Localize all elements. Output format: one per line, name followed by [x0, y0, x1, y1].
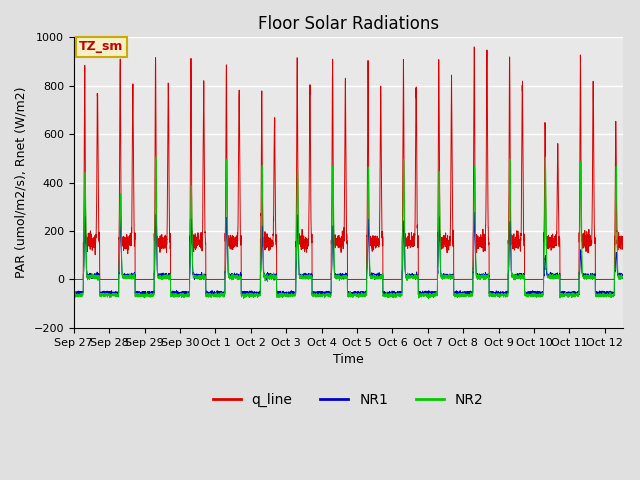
NR1 — [571, 289, 579, 295]
Line: NR1: NR1 — [74, 213, 623, 295]
q_line — [520, 234, 528, 240]
Line: q_line: q_line — [74, 47, 623, 279]
q_line — [470, 44, 478, 50]
NR2 — [571, 292, 579, 298]
NR1 — [70, 290, 77, 296]
q_line — [70, 276, 77, 282]
Text: TZ_sm: TZ_sm — [79, 40, 124, 53]
NR1 — [278, 292, 285, 298]
Title: Floor Solar Radiations: Floor Solar Radiations — [258, 15, 439, 33]
Y-axis label: PAR (umol/m2/s), Rnet (W/m2): PAR (umol/m2/s), Rnet (W/m2) — [15, 87, 28, 278]
q_line — [463, 276, 471, 282]
NR1 — [235, 273, 243, 278]
q_line — [215, 276, 223, 282]
X-axis label: Time: Time — [333, 353, 364, 366]
q_line — [235, 95, 243, 100]
NR2 — [425, 296, 433, 301]
NR2 — [619, 275, 627, 280]
NR1 — [470, 210, 478, 216]
NR1 — [111, 292, 119, 298]
NR2 — [463, 293, 471, 299]
q_line — [619, 238, 627, 243]
q_line — [571, 276, 579, 282]
NR2 — [111, 293, 119, 299]
NR1 — [215, 288, 223, 294]
NR1 — [521, 289, 529, 295]
NR1 — [463, 290, 471, 296]
NR2 — [521, 292, 529, 298]
NR2 — [70, 293, 77, 299]
NR1 — [619, 272, 627, 277]
Legend: q_line, NR1, NR2: q_line, NR1, NR2 — [207, 387, 489, 412]
NR2 — [152, 154, 160, 160]
q_line — [111, 276, 119, 282]
Line: NR2: NR2 — [74, 157, 623, 299]
NR2 — [236, 276, 243, 282]
NR2 — [215, 291, 223, 297]
